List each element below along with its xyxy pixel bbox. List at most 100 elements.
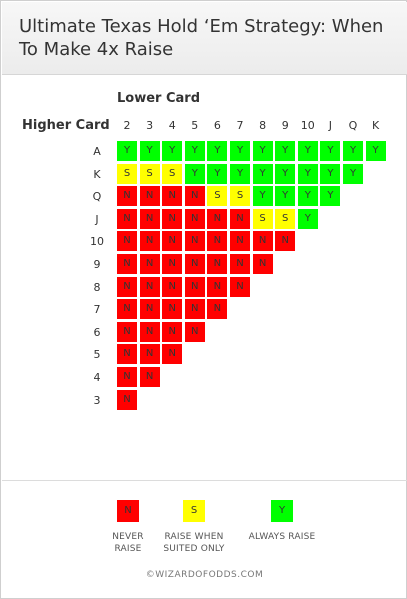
grid-cell: Y bbox=[229, 162, 251, 185]
grid-cell: S bbox=[206, 185, 229, 208]
grid-cell: Y bbox=[116, 140, 138, 162]
grid-cell: N bbox=[116, 230, 138, 253]
divider bbox=[2, 480, 407, 481]
column-label: K bbox=[371, 119, 380, 132]
grid-cell: N bbox=[161, 253, 184, 275]
grid-cell: Y bbox=[319, 185, 342, 208]
x-axis-label: Lower Card bbox=[117, 91, 201, 106]
grid-cell: N bbox=[116, 253, 138, 275]
footer-credit: ©WIZARDOFODDS.COM bbox=[145, 570, 264, 580]
grid-cell: Y bbox=[274, 140, 297, 162]
grid-cell: N bbox=[206, 230, 229, 253]
column-label: 10 bbox=[300, 119, 315, 132]
grid-cell: S bbox=[251, 207, 274, 230]
header: Ultimate Texas Hold ‘Em Strategy: When T… bbox=[2, 2, 407, 75]
grid-cell: N bbox=[116, 298, 138, 321]
grid-cell: N bbox=[206, 298, 229, 321]
grid-cell: N bbox=[116, 388, 138, 411]
grid-cell: Y bbox=[319, 162, 342, 185]
row-label: 6 bbox=[93, 325, 101, 339]
grid-cell: N bbox=[116, 320, 138, 343]
column-label: 9 bbox=[281, 119, 289, 132]
grid-cell: Y bbox=[319, 140, 342, 162]
legend-label: ALWAYS RAISE bbox=[248, 532, 316, 542]
row-label: 9 bbox=[93, 258, 101, 271]
grid-cell: Y bbox=[342, 162, 364, 185]
row-label: 3 bbox=[93, 393, 101, 407]
chart-title: Ultimate Texas Hold ‘Em Strategy: When T… bbox=[19, 16, 384, 60]
legend-swatch: N bbox=[117, 500, 139, 522]
grid-cell: Y bbox=[364, 140, 387, 162]
row-label: 4 bbox=[93, 371, 101, 384]
grid-cell: N bbox=[274, 230, 297, 253]
grid-cell: Y bbox=[342, 140, 364, 162]
grid-cell: Y bbox=[296, 185, 319, 208]
grid-cell: N bbox=[138, 230, 161, 253]
grid-cell: S bbox=[138, 162, 161, 185]
grid-cell: N bbox=[138, 366, 161, 388]
grid-cell: N bbox=[116, 343, 138, 366]
grid-cell: N bbox=[161, 207, 184, 230]
row-label: 5 bbox=[93, 348, 101, 362]
column-label: 5 bbox=[191, 119, 199, 132]
grid-cell: S bbox=[229, 185, 251, 208]
column-label: 7 bbox=[236, 119, 244, 132]
legend-label: RAISE WHEN SUITED ONLY bbox=[163, 532, 225, 554]
legend-swatch: Y bbox=[271, 500, 293, 522]
column-label: 4 bbox=[168, 119, 176, 132]
row-label: K bbox=[93, 167, 101, 181]
column-label: 2 bbox=[123, 119, 131, 132]
grid-cell: N bbox=[183, 275, 206, 298]
grid-cell: Y bbox=[183, 140, 206, 162]
grid-cell: N bbox=[138, 185, 161, 208]
grid-cell: Y bbox=[251, 140, 274, 162]
grid-cell: S bbox=[274, 207, 297, 230]
grid-cell: Y bbox=[274, 185, 297, 208]
grid-cell: S bbox=[161, 162, 184, 185]
grid-cell: N bbox=[138, 320, 161, 343]
grid-cell: N bbox=[161, 320, 184, 343]
legend-swatch: S bbox=[183, 500, 205, 522]
grid-cell: Y bbox=[161, 140, 184, 162]
grid-cell: N bbox=[116, 185, 138, 208]
row-label: J bbox=[95, 212, 99, 226]
grid-cell: S bbox=[116, 162, 138, 185]
grid-cell: N bbox=[183, 253, 206, 275]
grid-cell: N bbox=[161, 298, 184, 321]
grid-cell: Y bbox=[274, 162, 297, 185]
grid-cell: Y bbox=[296, 162, 319, 185]
row-label: 8 bbox=[93, 280, 101, 294]
grid-cell: Y bbox=[296, 140, 319, 162]
grid-cell: Y bbox=[229, 140, 251, 162]
grid-cell: Y bbox=[206, 140, 229, 162]
grid-cell: Y bbox=[251, 162, 274, 185]
grid-cell: N bbox=[138, 207, 161, 230]
column-label: 3 bbox=[146, 119, 154, 132]
row-label: A bbox=[93, 145, 101, 158]
grid-cell: N bbox=[229, 230, 251, 253]
grid-cell: N bbox=[206, 253, 229, 275]
grid-cell: Y bbox=[138, 140, 161, 162]
grid-cell: N bbox=[251, 230, 274, 253]
grid-cell: Y bbox=[296, 207, 319, 230]
grid-cell: N bbox=[116, 366, 138, 388]
grid-cell: N bbox=[138, 275, 161, 298]
grid-cell: N bbox=[183, 230, 206, 253]
grid-cell: N bbox=[229, 207, 251, 230]
grid-cell: N bbox=[161, 230, 184, 253]
y-axis-label: Higher Card bbox=[22, 118, 110, 133]
grid-cell: N bbox=[183, 320, 206, 343]
grid-cell: N bbox=[251, 253, 274, 275]
grid-cell: N bbox=[138, 253, 161, 275]
grid-cell: N bbox=[183, 298, 206, 321]
grid-cell: N bbox=[229, 253, 251, 275]
grid-cell: N bbox=[161, 275, 184, 298]
column-label: 8 bbox=[259, 119, 267, 132]
legend-label: NEVER RAISE bbox=[112, 532, 144, 554]
grid-cell: N bbox=[183, 185, 206, 208]
grid-cell: N bbox=[161, 185, 184, 208]
grid-cell: Y bbox=[251, 185, 274, 208]
grid-cell: N bbox=[116, 275, 138, 298]
grid-cell: N bbox=[138, 298, 161, 321]
